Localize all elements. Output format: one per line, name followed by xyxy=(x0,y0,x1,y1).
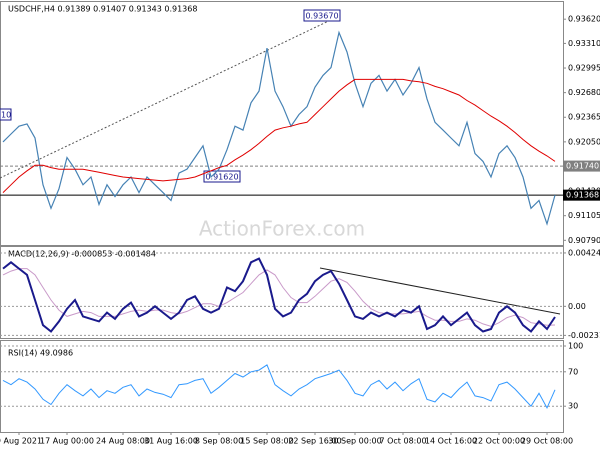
annotation: 10 xyxy=(1,111,11,120)
x-tick-label: 7 Oct 08:00 xyxy=(379,437,426,446)
main-panel xyxy=(0,1,564,246)
y-tick-label: 0.92365 xyxy=(568,113,600,122)
y-tick-label: 0.93620 xyxy=(568,15,600,24)
y-tick-label: 0.92680 xyxy=(568,88,600,97)
x-tick-label: 17 Aug 00:00 xyxy=(40,437,94,446)
x-tick-label: 22 Sep 16:00 xyxy=(288,437,341,446)
y-tick-label: 0.91105 xyxy=(568,211,600,220)
series-line xyxy=(2,78,556,193)
series-line xyxy=(2,364,556,410)
price-label: 0.91368 xyxy=(566,191,599,200)
annotation: 0.93670 xyxy=(305,12,338,21)
price-label: 0.91740 xyxy=(566,162,599,171)
trend-line xyxy=(319,267,561,315)
series-line xyxy=(2,268,556,327)
price-label-box xyxy=(563,189,600,201)
watermark: ActionForex.com xyxy=(199,217,365,241)
macd-panel xyxy=(0,246,564,339)
x-tick-label: 29 Oct 08:00 xyxy=(521,437,573,446)
annotation: 0.91620 xyxy=(205,173,238,182)
x-tick-label: 8 Sep 08:00 xyxy=(195,437,243,446)
x-tick-label: 9 Aug 2021 xyxy=(0,437,42,446)
y-tick-label: 30 xyxy=(568,402,578,411)
y-tick-label: 0.90790 xyxy=(568,236,600,245)
series-line xyxy=(2,30,556,226)
panel-title: MACD(12,26,9) -0.000853 -0.001484 xyxy=(8,250,156,259)
y-tick-label: 0.92995 xyxy=(568,64,600,73)
y-tick-label: -0.002311 xyxy=(568,331,600,340)
series-line xyxy=(2,257,556,333)
x-tick-label: 31 Aug 16:00 xyxy=(144,437,198,446)
annotation-box xyxy=(203,170,241,183)
x-tick-label: 24 Aug 08:00 xyxy=(96,437,150,446)
y-tick-label: 0.93310 xyxy=(568,39,600,48)
y-tick-label: 100 xyxy=(568,342,583,351)
y-tick-label: 70 xyxy=(568,367,578,376)
rsi-panel xyxy=(0,340,564,433)
x-tick-label: 15 Sep 08:00 xyxy=(240,437,293,446)
panel-title: USDCHF,H4 0.91389 0.91407 0.91343 0.9136… xyxy=(8,5,197,14)
y-tick-label: 0.92050 xyxy=(568,137,600,146)
price-label-box xyxy=(563,160,600,172)
y-tick-label: 0.004247 xyxy=(568,248,600,257)
annotation-box xyxy=(303,9,341,22)
x-tick-label: 14 Oct 16:00 xyxy=(425,437,477,446)
x-tick-label: 30 Sep 00:00 xyxy=(328,437,381,446)
x-tick-label: 22 Oct 00:00 xyxy=(473,437,525,446)
annotation-box xyxy=(0,108,12,121)
trend-line xyxy=(0,16,338,179)
panel-title: RSI(14) 49.0986 xyxy=(8,349,73,358)
y-tick-label: 0.00 xyxy=(568,302,586,311)
